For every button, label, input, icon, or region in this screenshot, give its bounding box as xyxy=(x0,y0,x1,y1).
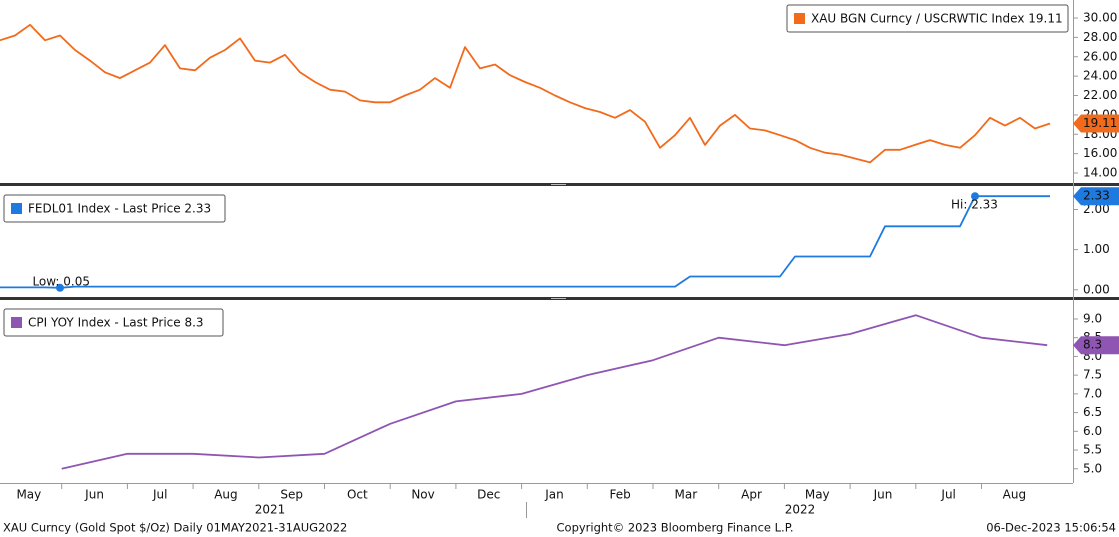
last-value-badge xyxy=(1073,114,1119,133)
legend-label: FEDL01 Index - Last Price 2.33 xyxy=(28,202,211,216)
y-tick-label: 1.00 xyxy=(1083,242,1110,256)
series-line xyxy=(61,314,1048,470)
legend-box xyxy=(3,194,226,223)
y-tick-label: 16.00 xyxy=(1083,146,1117,160)
y-tick-label: 2.00 xyxy=(1083,202,1110,216)
high-marker xyxy=(971,192,979,201)
y-tick-label: 7.5 xyxy=(1083,368,1102,382)
year-label: 2022 xyxy=(785,503,816,517)
x-tick-label: Jun xyxy=(84,488,104,502)
x-tick-label: Jul xyxy=(152,488,167,502)
year-label: 2021 xyxy=(255,503,286,517)
x-tick-label: Nov xyxy=(411,488,434,502)
last-value-badge xyxy=(1073,336,1119,355)
footer-right: 06-Dec-2023 15:06:54 xyxy=(986,521,1116,535)
low-marker xyxy=(56,283,64,292)
y-tick-label: 24.00 xyxy=(1083,69,1117,83)
legend-swatch xyxy=(11,317,22,328)
legend-box xyxy=(786,4,1069,33)
y-tick-label: 7.0 xyxy=(1083,386,1102,400)
last-value-label: 8.3 xyxy=(1083,338,1102,352)
footer-center: Copyright© 2023 Bloomberg Finance L.P. xyxy=(557,521,794,535)
y-tick-label: 22.00 xyxy=(1083,88,1117,102)
x-tick-label: Aug xyxy=(214,488,237,502)
series-line xyxy=(0,195,1050,289)
legend-label: CPI YOY Index - Last Price 8.3 xyxy=(28,316,204,330)
y-tick-label: 28.00 xyxy=(1083,30,1117,44)
footer-left: XAU Curncy (Gold Spot $/Oz) Daily 01MAY2… xyxy=(3,521,347,535)
y-tick-label: 14.00 xyxy=(1083,166,1117,180)
legend-box xyxy=(3,308,224,337)
low-annotation: Low: 0.05 xyxy=(32,274,90,288)
legend-swatch xyxy=(794,13,805,24)
x-tick-label: Oct xyxy=(347,488,368,502)
x-tick-label: Dec xyxy=(477,488,500,502)
x-tick-label: Apr xyxy=(741,488,762,502)
last-value-label: 2.33 xyxy=(1083,189,1110,203)
legend-label: XAU BGN Curncy / USCRWTIC Index 19.11 xyxy=(811,12,1063,26)
y-tick-label: 6.5 xyxy=(1083,405,1102,419)
y-tick-label: 0.00 xyxy=(1083,282,1110,296)
last-value-label: 19.11 xyxy=(1083,116,1117,130)
y-tick-label: 6.0 xyxy=(1083,424,1102,438)
x-tick-label: Aug xyxy=(1003,488,1026,502)
x-tick-label: Mar xyxy=(675,488,698,502)
series-line xyxy=(0,23,1051,164)
y-tick-label: 30.00 xyxy=(1083,11,1117,25)
x-tick-label: Jul xyxy=(940,488,955,502)
x-tick-label: May xyxy=(16,488,41,502)
last-value-badge xyxy=(1073,187,1119,206)
y-tick-label: 9.0 xyxy=(1083,311,1102,325)
legend-swatch xyxy=(11,203,22,214)
x-tick-label: Jun xyxy=(873,488,893,502)
x-tick-label: May xyxy=(805,488,830,502)
high-annotation: Hi: 2.33 xyxy=(951,198,998,212)
y-tick-label: 5.5 xyxy=(1083,443,1102,457)
y-tick-label: 5.0 xyxy=(1083,461,1102,475)
x-tick-label: Sep xyxy=(280,488,303,502)
x-tick-label: Jan xyxy=(544,488,564,502)
x-tick-label: Feb xyxy=(610,488,631,502)
y-tick-label: 26.00 xyxy=(1083,49,1117,63)
